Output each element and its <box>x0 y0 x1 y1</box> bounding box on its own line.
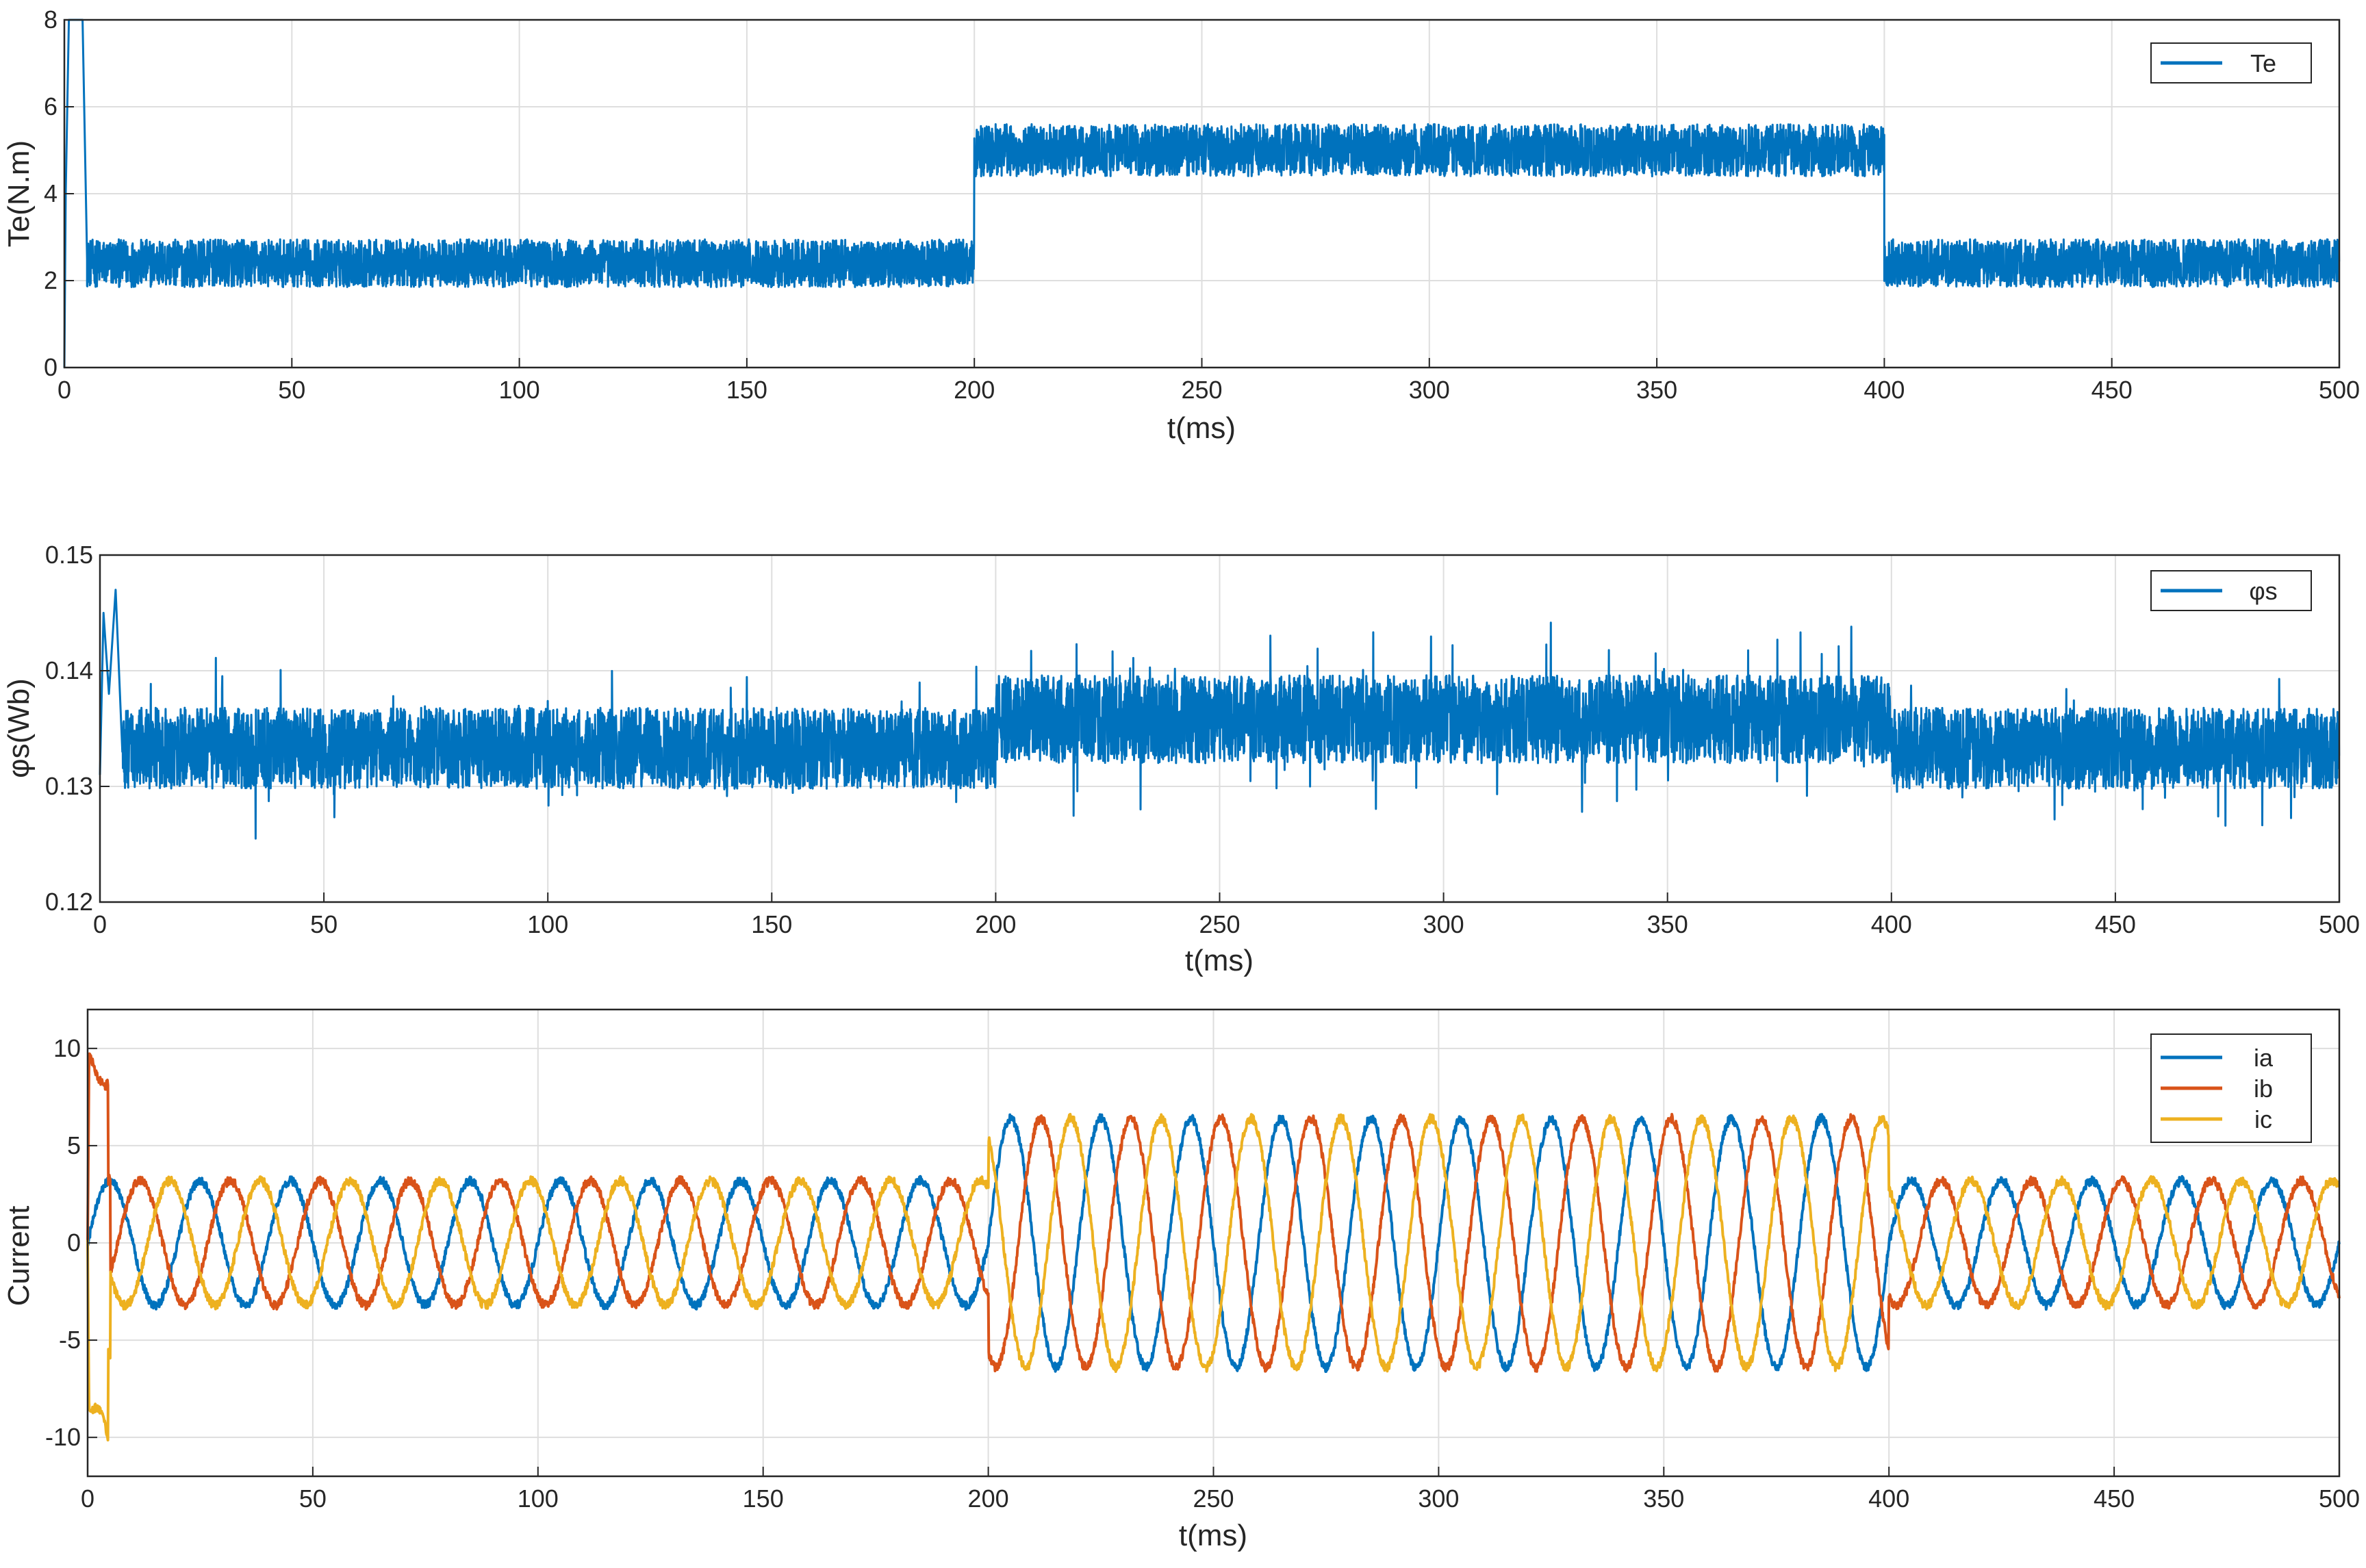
torque-panel: 0 50 100 150 200 250 300 350 400 450 500 0 2 4 6 8 t(m… <box>2 5 2360 445</box>
ia-legend-label: ia <box>2254 1044 2274 1072</box>
flux-y-axis-label: φs(Wb) <box>2 678 36 778</box>
ib-legend-label: ib <box>2254 1075 2273 1103</box>
te-legend-label: Te <box>2250 49 2276 77</box>
flux-x-tick-label: 450 <box>2095 910 2136 938</box>
flux-legend: φs <box>2150 570 2312 611</box>
current-panel: 0 50 100 150 200 250 300 350 400 450 500 -10 -5 0 5 10… <box>2 1008 2360 1552</box>
current-x-ticks: 0 50 100 150 200 250 300 350 400 450 500 <box>81 1467 2360 1513</box>
current-y-tick-label: -5 <box>59 1326 81 1354</box>
ic-legend-label: ic <box>2254 1105 2272 1133</box>
torque-x-tick-label: 350 <box>1636 376 1677 404</box>
torque-y-axis-label: Te(N.m) <box>2 140 36 247</box>
torque-x-tick-label: 500 <box>2319 376 2360 404</box>
torque-x-tick-label: 300 <box>1409 376 1450 404</box>
current-x-tick-label: 250 <box>1193 1485 1234 1513</box>
torque-legend: Te <box>2150 42 2312 83</box>
current-x-tick-label: 300 <box>1418 1485 1459 1513</box>
current-y-axis-label: Current <box>2 1206 36 1307</box>
current-x-axis-label: t(ms) <box>1179 1519 1247 1552</box>
torque-x-tick-label: 100 <box>499 376 540 404</box>
current-x-tick-label: 150 <box>743 1485 784 1513</box>
current-y-tick-label: 10 <box>53 1034 81 1062</box>
torque-y-ticks: 0 2 4 6 8 <box>44 5 74 381</box>
current-x-tick-label: 500 <box>2319 1485 2360 1513</box>
flux-x-tick-label: 350 <box>1647 910 1688 938</box>
flux-x-tick-label: 300 <box>1423 910 1464 938</box>
flux-x-tick-label: 200 <box>975 910 1016 938</box>
torque-y-tick-label: 8 <box>44 5 58 34</box>
flux-y-tick-label: 0.12 <box>45 888 93 916</box>
torque-y-tick-label: 4 <box>44 179 58 207</box>
flux-x-tick-label: 50 <box>310 910 338 938</box>
torque-x-tick-label: 450 <box>2091 376 2133 404</box>
flux-x-tick-label: 150 <box>751 910 792 938</box>
torque-x-tick-label: 50 <box>278 376 305 404</box>
torque-series <box>63 18 2341 368</box>
flux-x-ticks: 0 50 100 150 200 250 300 350 400 450 500 <box>93 892 2360 938</box>
current-y-ticks: -10 -5 0 5 10 <box>45 1034 97 1451</box>
ic-line <box>86 1113 2341 1442</box>
current-y-tick-label: 5 <box>67 1131 81 1159</box>
current-x-tick-label: 450 <box>2094 1485 2135 1513</box>
torque-x-ticks: 0 50 100 150 200 250 300 350 400 450 500 <box>58 358 2360 404</box>
current-x-tick-label: 350 <box>1643 1485 1684 1513</box>
torque-x-tick-label: 200 <box>954 376 995 404</box>
flux-x-tick-label: 400 <box>1871 910 1912 938</box>
phis-legend-label: φs <box>2249 577 2277 605</box>
flux-x-tick-label: 100 <box>527 910 568 938</box>
flux-series <box>99 589 2341 840</box>
flux-y-tick-label: 0.14 <box>45 656 93 684</box>
current-legend-box <box>2150 1033 2312 1143</box>
current-x-tick-label: 200 <box>968 1485 1009 1513</box>
flux-x-tick-label: 0 <box>93 910 107 938</box>
flux-x-tick-label: 250 <box>1199 910 1240 938</box>
torque-x-tick-label: 400 <box>1863 376 1905 404</box>
ia-line <box>86 1113 2341 1373</box>
current-x-tick-label: 100 <box>518 1485 559 1513</box>
flux-y-tick-label: 0.15 <box>45 541 93 569</box>
flux-x-tick-label: 500 <box>2319 910 2360 938</box>
current-x-tick-label: 50 <box>299 1485 327 1513</box>
torque-x-tick-label: 0 <box>58 376 71 404</box>
flux-panel: 0 50 100 150 200 250 300 350 400 450 500 0.120.130… <box>2 541 2360 977</box>
ib-line <box>86 1052 2341 1373</box>
flux-x-axis-label: t(ms) <box>1185 944 1254 977</box>
current-x-tick-label: 400 <box>1868 1485 1909 1513</box>
current-x-tick-label: 0 <box>81 1485 94 1513</box>
torque-x-tick-label: 150 <box>726 376 767 404</box>
torque-x-axis-label: t(ms) <box>1167 411 1236 445</box>
torque-y-tick-label: 6 <box>44 92 58 120</box>
torque-x-tick-label: 250 <box>1181 376 1222 404</box>
torque-y-tick-label: 2 <box>44 266 58 294</box>
current-y-tick-label: 0 <box>67 1229 81 1257</box>
flux-line <box>99 589 2341 840</box>
current-series <box>86 1052 2341 1442</box>
flux-y-tick-label: 0.13 <box>45 772 93 800</box>
flux-y-ticks: 0.12 0.13 0.14 0.15 <box>45 541 110 916</box>
torque-line <box>63 18 2341 368</box>
current-legend: ia ib ic <box>2150 1033 2312 1143</box>
torque-y-tick-label: 0 <box>44 353 58 381</box>
current-y-tick-label: -10 <box>45 1423 81 1451</box>
